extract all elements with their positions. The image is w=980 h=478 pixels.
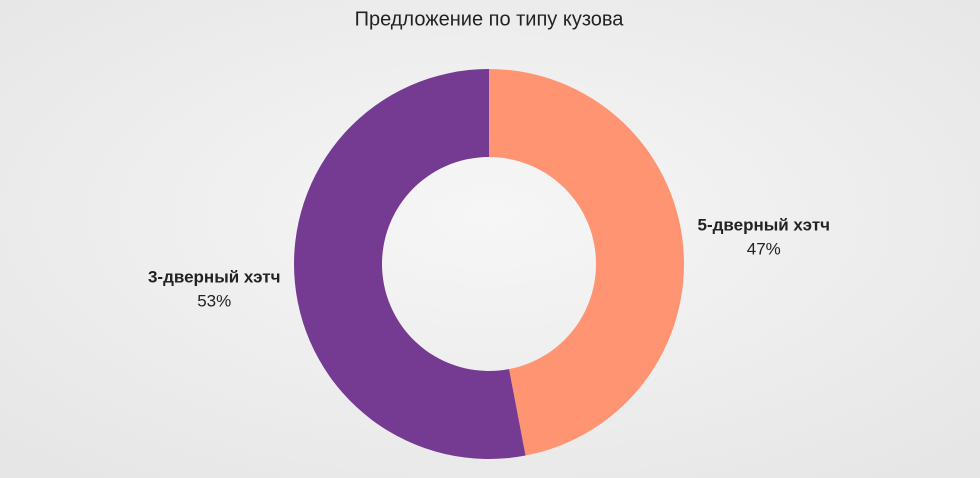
slice-label: 5-дверный хэтч bbox=[698, 216, 831, 235]
chart-title: Предложение по типу кузова bbox=[355, 8, 625, 30]
slice-value-label: 53% bbox=[197, 291, 231, 310]
slice-label: 3-дверный хэтч bbox=[148, 267, 281, 286]
donut-slice bbox=[294, 69, 526, 459]
donut-slice bbox=[489, 69, 685, 456]
slice-value-label: 47% bbox=[747, 240, 781, 259]
